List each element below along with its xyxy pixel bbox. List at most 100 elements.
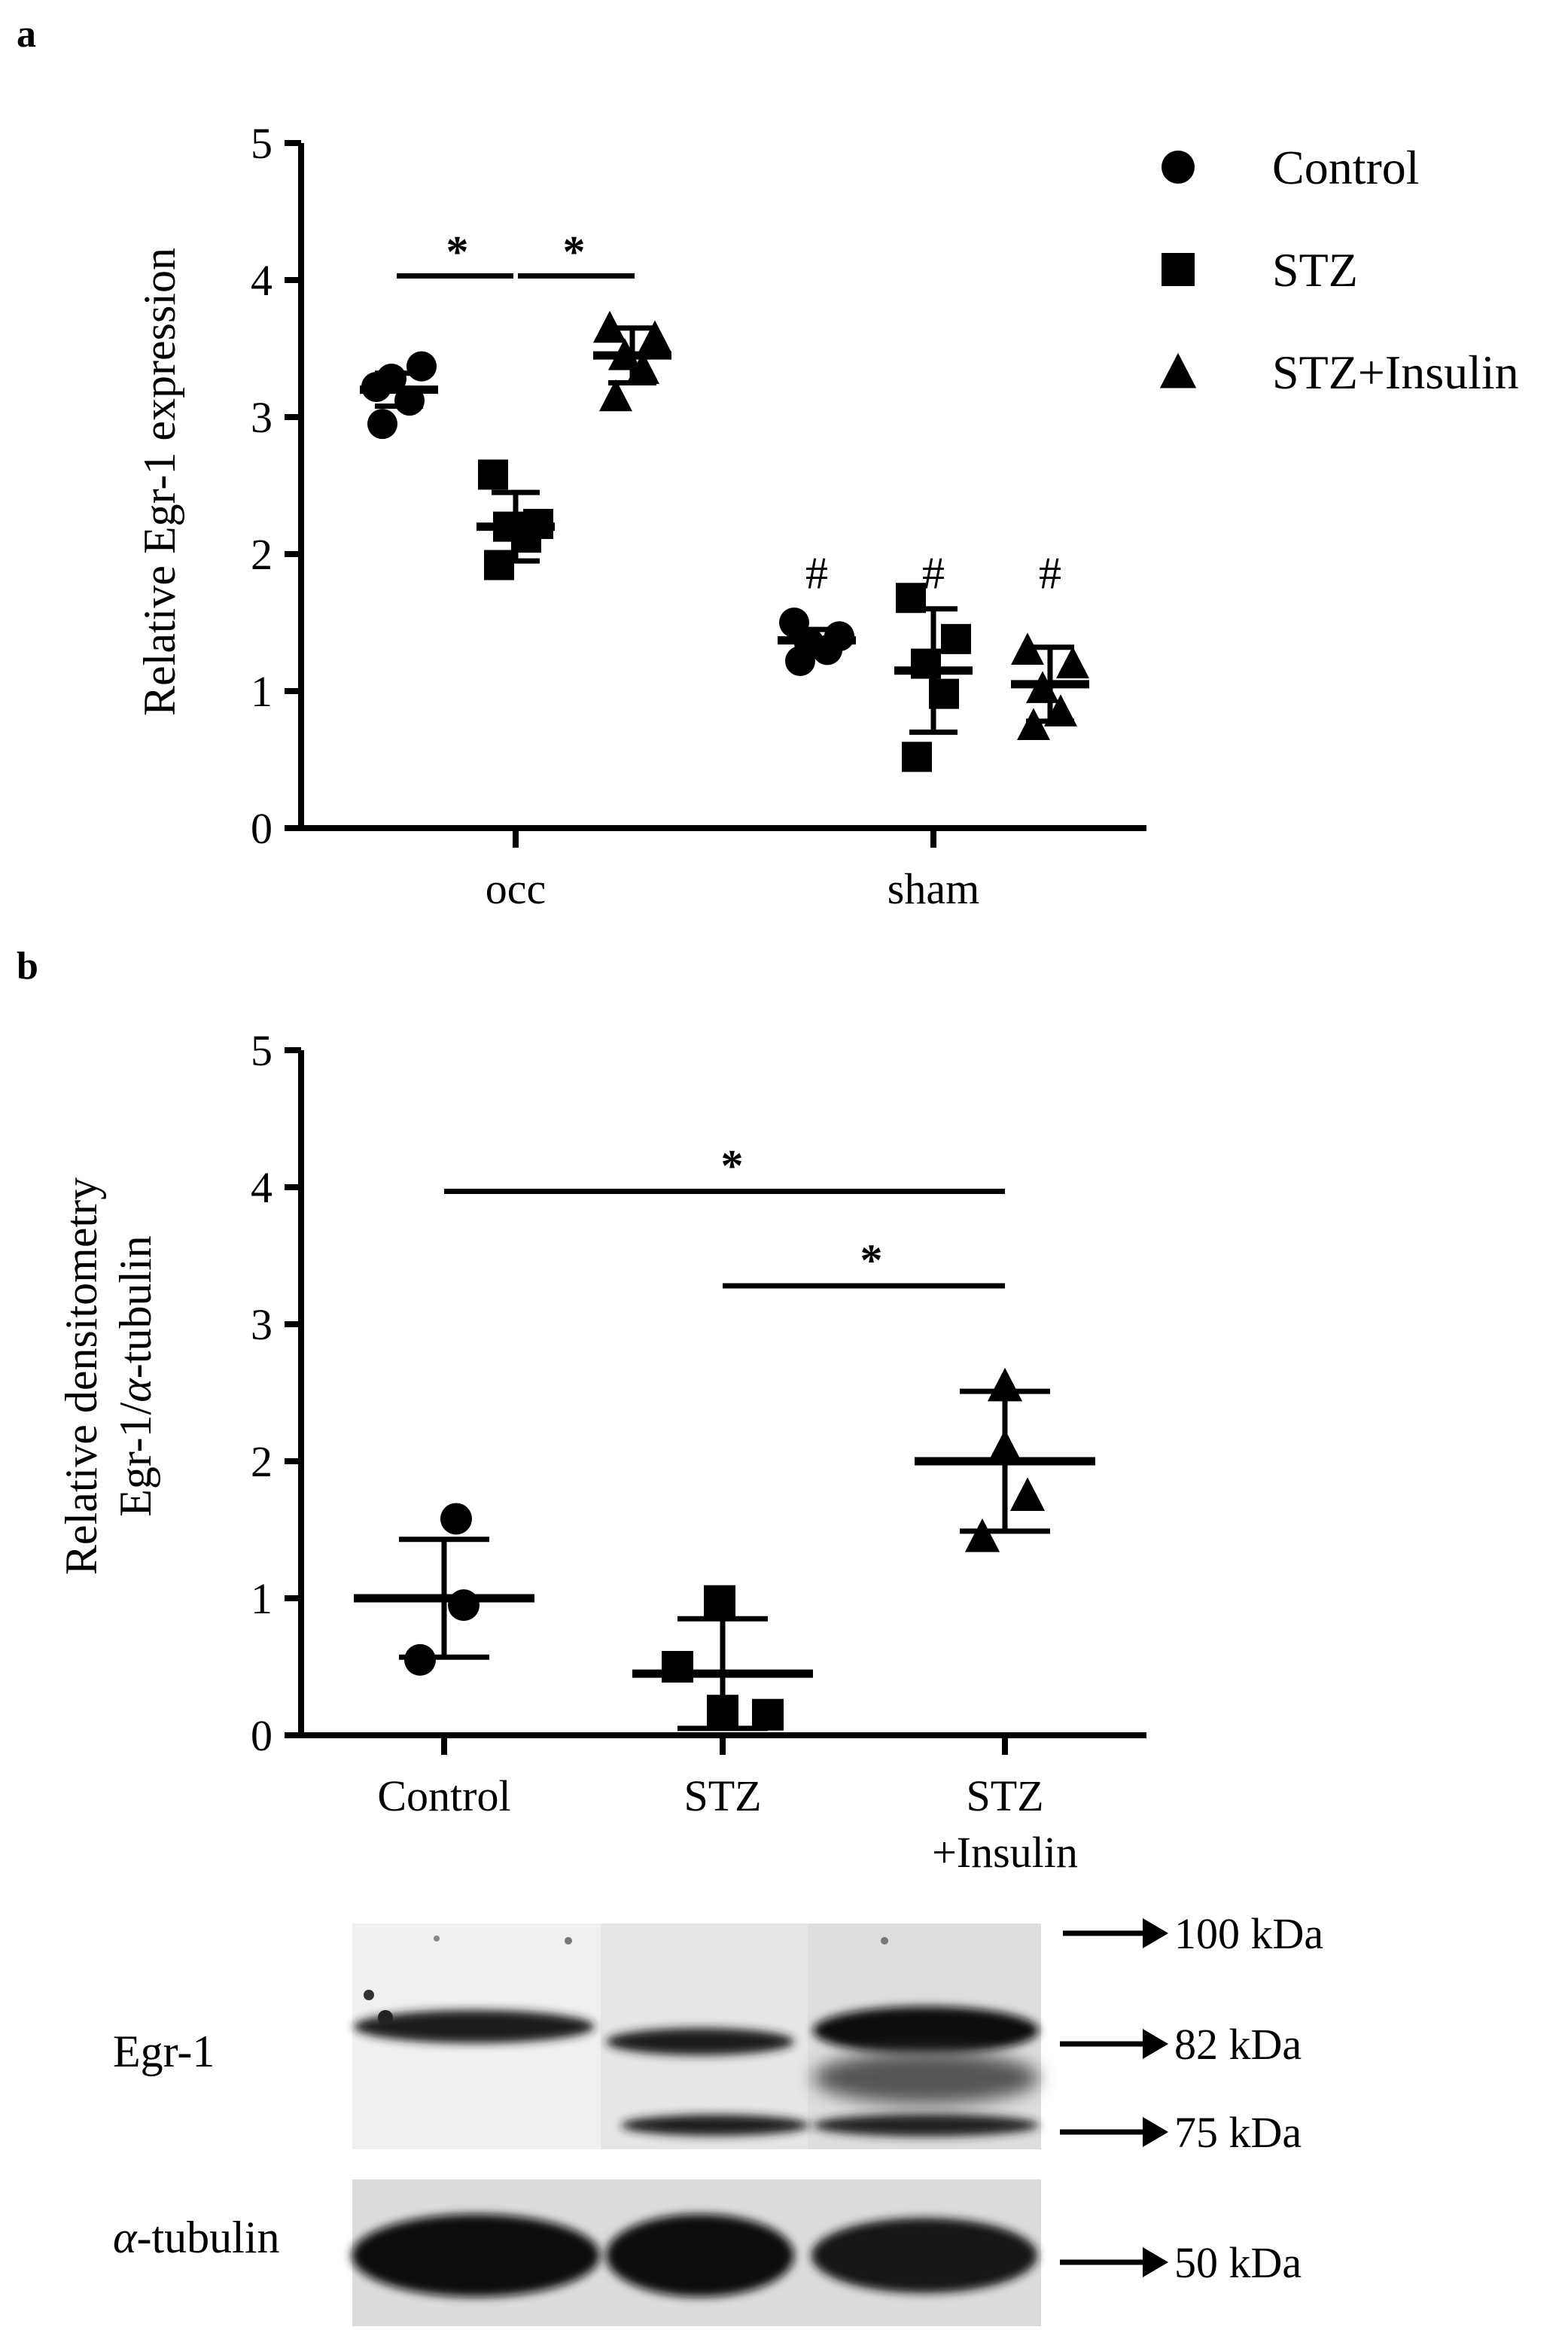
legend-marker-triangle — [1159, 352, 1197, 388]
chart-a-data-point — [785, 645, 815, 676]
chart-a-data-point — [1017, 708, 1050, 741]
chart-b-data-point — [987, 1429, 1023, 1463]
chart-a-y-tick-label: 1 — [251, 667, 272, 716]
chart-a-data-point — [626, 352, 659, 384]
chart-a-hash-label: # — [1039, 549, 1061, 598]
chart-a-data-point — [593, 310, 626, 343]
chart-a-hash-label: # — [805, 549, 828, 598]
chart-a-data-point — [1044, 694, 1077, 726]
chart-a-data-point — [599, 379, 632, 412]
chart-a: 0 1 2 3 4 5 occ sham Relative Egr-1 expression… — [135, 119, 1519, 913]
chart-b-data-point — [987, 1367, 1023, 1402]
chart-a-data-point — [941, 623, 971, 654]
legend-marker-circle — [1162, 151, 1195, 184]
blot-label-tubulin: α-tubulin — [113, 2213, 280, 2262]
chart-a-hash-label: # — [922, 549, 945, 598]
chart-a-significance-label: * — [446, 227, 469, 277]
chart-b-data-point — [404, 1643, 436, 1676]
chart-a-legend: Control STZ STZ+Insulin — [1159, 141, 1519, 399]
mw-arrow-head — [1143, 2029, 1168, 2059]
chart-a-y-tick-label: 3 — [251, 393, 272, 442]
chart-a-data-point — [638, 320, 671, 352]
chart-b-annotations: ** — [444, 1141, 1005, 1289]
chart-b-group-circle — [354, 1503, 534, 1676]
chart-b-data-point — [662, 1651, 693, 1683]
chart-a-group-triangle — [593, 310, 671, 412]
chart-b-y-tick-label: 0 — [251, 1711, 272, 1760]
chart-b-y-tick-label: 5 — [251, 1026, 272, 1075]
blot-label-tubulin-text: -tubulin — [137, 2213, 280, 2262]
chart-b-data-point — [752, 1698, 784, 1731]
chart-b-significance-label: * — [721, 1141, 744, 1190]
western-blot: Egr-1 α-tubulin — [113, 1909, 1323, 2326]
blot-label-greek: α — [113, 2213, 138, 2262]
chart-b-data — [354, 1367, 1095, 1732]
mw-markers: 100 kDa 82 kDa 75 kDa 50 kDa — [1060, 1909, 1323, 2287]
chart-a-group-triangle — [1011, 632, 1089, 741]
mw-arrow-head — [1143, 2247, 1168, 2277]
chart-b-x-categories: Control STZ STZ +Insulin — [377, 1735, 1078, 1877]
chart-b-category-label: +Insulin — [932, 1828, 1078, 1877]
chart-a-data — [360, 310, 1089, 772]
mw-label: 50 kDa — [1174, 2238, 1302, 2287]
chart-a-significance-label: * — [563, 227, 586, 277]
chart-b-data-point — [704, 1585, 735, 1617]
chart-a-y-tick-label: 0 — [251, 804, 272, 853]
chart-a-group-square — [894, 583, 973, 772]
chart-b: 0 1 2 3 4 5 Control STZ STZ +Insulin Relative de… — [56, 1026, 1146, 1877]
chart-b-y-ticks: 0 1 2 3 4 5 — [251, 1026, 301, 1760]
chart-b-data-point — [440, 1503, 472, 1535]
chart-b-y-axis-label: Relative densitometry Egr-1/α-tubulin — [56, 1177, 160, 1575]
chart-b-data-point — [964, 1518, 1000, 1552]
chart-b-y-tick-label: 4 — [251, 1163, 272, 1212]
blot-label-egr1: Egr-1 — [113, 2027, 215, 2076]
chart-a-data-point — [367, 409, 397, 440]
mw-arrow-head — [1143, 2117, 1168, 2147]
chart-b-category-label: STZ — [966, 1771, 1043, 1820]
chart-a-y-tick-label: 5 — [251, 119, 272, 168]
blot-egr1-image — [352, 1923, 1041, 2149]
chart-b-y-tick-label: 1 — [251, 1574, 272, 1623]
chart-b-category-label: STZ — [684, 1771, 761, 1820]
chart-a-data-point — [929, 678, 959, 709]
chart-a-y-axis-label: Relative Egr-1 expression — [135, 248, 184, 716]
chart-a-axes — [298, 143, 1146, 831]
mw-label: 82 kDa — [1174, 2020, 1302, 2069]
chart-a-data-point — [896, 583, 926, 614]
chart-a-data-point — [1056, 646, 1089, 679]
chart-a-data-point — [1011, 632, 1044, 665]
chart-a-data-point — [478, 459, 508, 490]
chart-a-x-categories: occ sham — [486, 828, 979, 913]
chart-b-significance-label: * — [860, 1235, 883, 1285]
legend-label: STZ — [1272, 243, 1358, 297]
chart-b-y-tick-label: 2 — [251, 1437, 272, 1486]
chart-b-group-square — [632, 1585, 813, 1732]
mw-label: 100 kDa — [1174, 1909, 1323, 1958]
legend-label: STZ+Insulin — [1272, 346, 1519, 399]
chart-a-group-circle — [360, 351, 438, 440]
legend-label: Control — [1272, 141, 1420, 194]
panel-letter-a: a — [17, 13, 36, 56]
chart-a-y-ticks: 0 1 2 3 4 5 — [251, 119, 301, 853]
chart-b-data-point — [707, 1695, 738, 1727]
mw-arrow-head — [1143, 1918, 1168, 1948]
chart-a-annotations: * * # # # — [397, 227, 1061, 598]
chart-a-y-tick-label: 4 — [251, 256, 272, 305]
chart-b-y-label-line1: Relative densitometry — [56, 1177, 106, 1575]
chart-b-y-tick-label: 3 — [251, 1300, 272, 1349]
chart-a-data-point — [406, 351, 437, 382]
chart-a-group-square — [476, 459, 555, 580]
panel-letter-b: b — [17, 945, 38, 988]
chart-b-category-label: Control — [377, 1771, 510, 1820]
chart-a-category-label: sham — [888, 864, 979, 913]
chart-b-y-label-prefix: Egr-1/ — [111, 1402, 160, 1516]
chart-a-group-circle — [778, 608, 856, 676]
chart-b-group-triangle — [915, 1367, 1095, 1552]
legend-marker-square — [1162, 253, 1195, 286]
chart-b-data-point — [1009, 1477, 1046, 1512]
chart-a-data-point — [484, 550, 514, 580]
chart-a-data-point — [902, 742, 932, 772]
blot-tubulin-image — [352, 2179, 1041, 2326]
chart-b-y-label-greek: α — [111, 1378, 160, 1403]
